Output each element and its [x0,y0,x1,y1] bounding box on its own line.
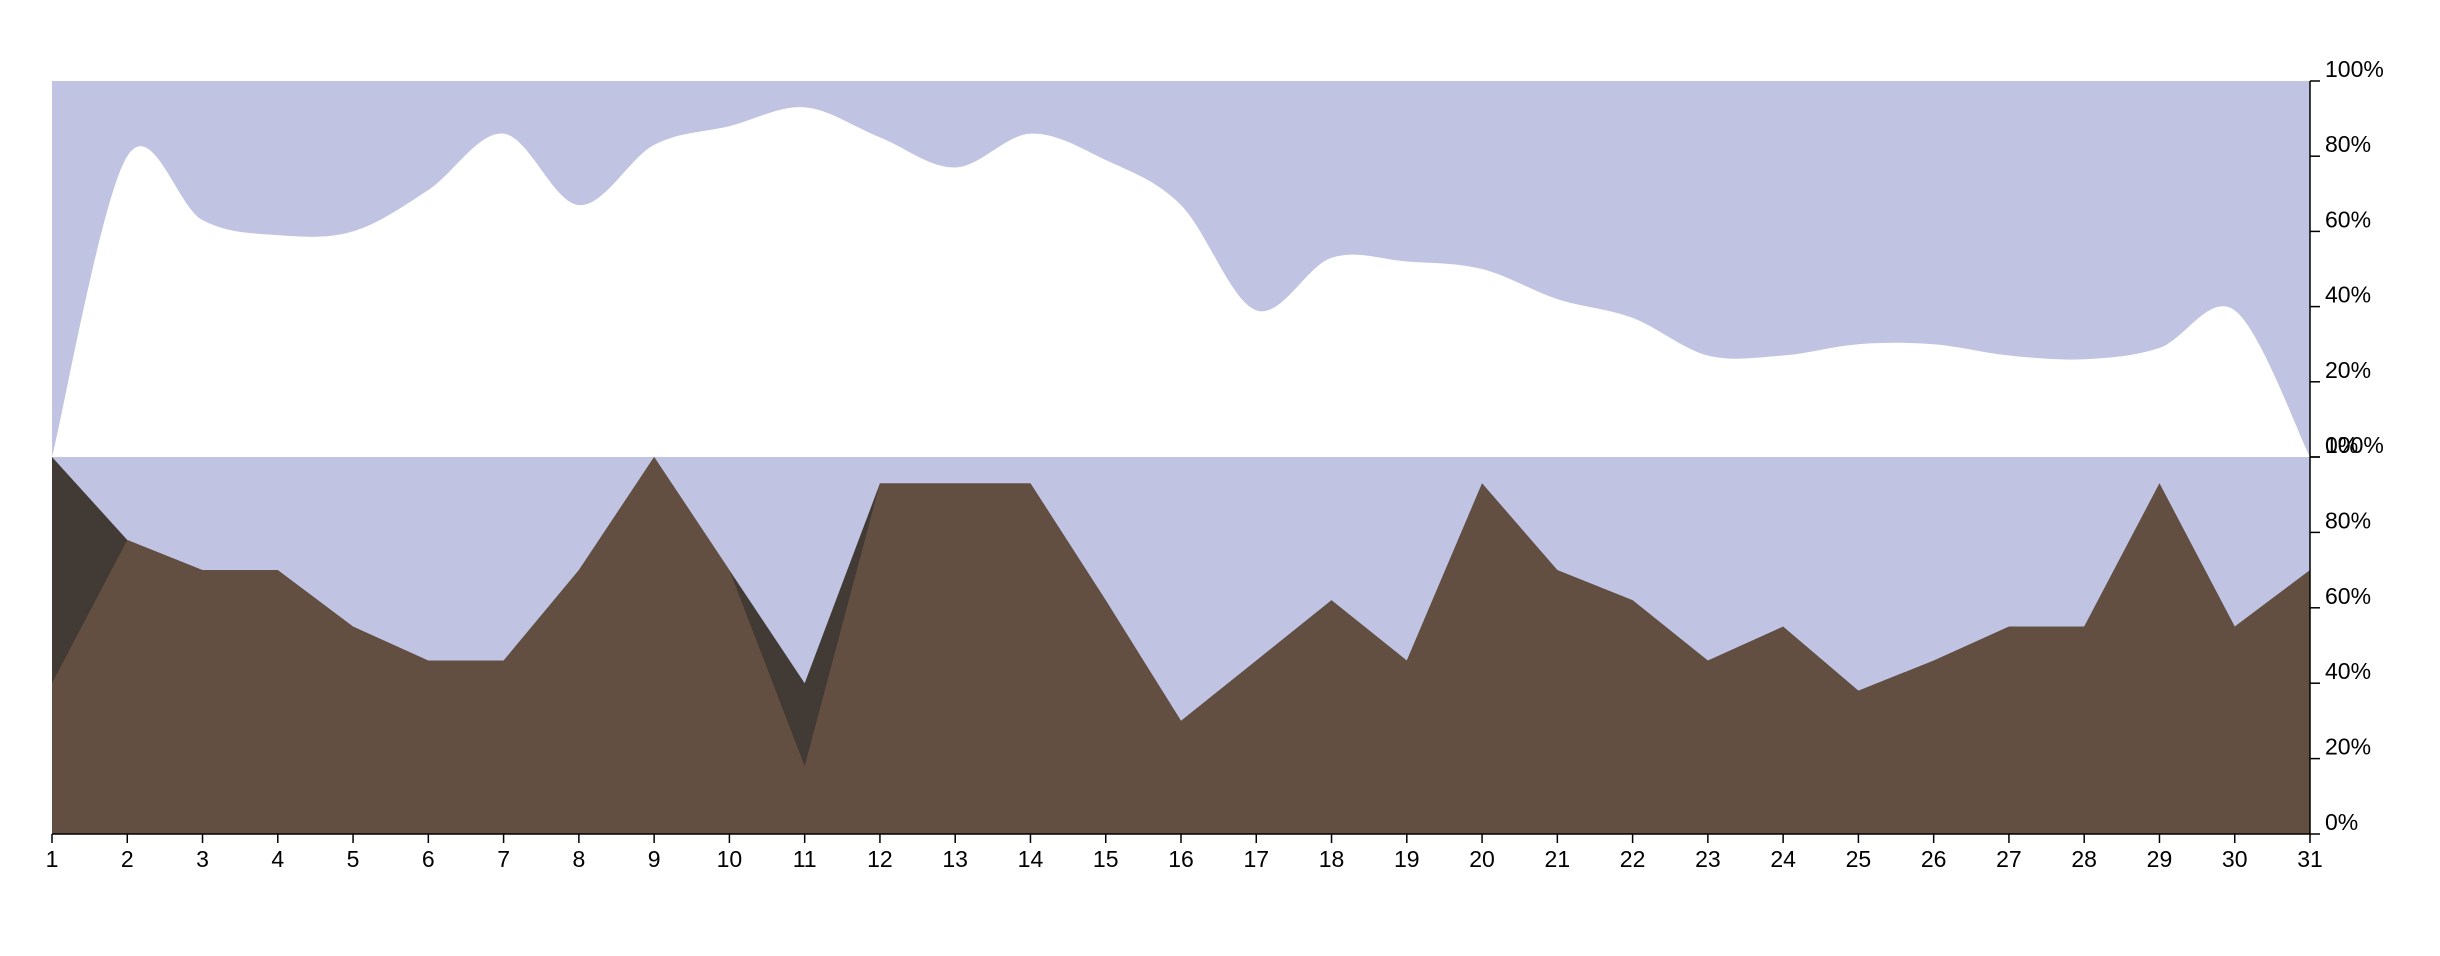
bottom-y-axis-tick-label: 20% [2325,734,2371,760]
top-y-axis-tick-label: 20% [2325,357,2371,383]
bottom-y-axis: 0% 20% 40% 60% 80% 100% [2309,432,2384,835]
top-y-axis: 0% 20% 40% 60% 80% 100% [2309,56,2384,458]
top-y-axis-tick-label: 40% [2325,282,2371,308]
x-axis-tick-label: 17 [1243,846,1269,872]
x-axis-tick-label: 11 [793,846,817,872]
x-axis-tick-label: 20 [1469,846,1495,872]
x-axis-tick-label: 19 [1394,846,1420,872]
x-axis-tick-label: 13 [942,846,968,872]
x-axis-tick-label: 3 [196,846,209,872]
x-axis-tick-label: 31 [2297,846,2323,872]
top-y-axis-tick-label: 100% [2325,56,2384,82]
bottom-series-group [52,457,2310,834]
x-axis-tick-label: 15 [1093,846,1119,872]
bottom-y-axis-tick-label: 0% [2325,809,2358,835]
x-axis-tick-label: 9 [648,846,661,872]
x-axis-tick-label: 26 [1921,846,1947,872]
x-axis-tick-label: 6 [422,846,435,872]
x-axis-tick-label: 2 [121,846,134,872]
top-y-axis-tick-label: 0% [2325,432,2358,458]
bottom-y-axis-tick-label: 80% [2325,507,2371,533]
x-axis: 1 2 3 4 5 6 7 8 9 10 11 12 13 14 15 16 17 18 19 20 21 22 23 24 2… [46,833,2323,872]
x-axis-tick-label: 24 [1770,846,1796,872]
x-axis-tick-label: 27 [1996,846,2022,872]
x-axis-tick-label: 1 [46,846,59,872]
bottom-y-axis-tick-label: 100% [2325,432,2384,458]
bottom-y-axis-tick-label: 60% [2325,583,2371,609]
top-y-axis-tick-label: 80% [2325,131,2371,157]
x-axis-tick-label: 23 [1695,846,1721,872]
x-axis-tick-label: 12 [867,846,893,872]
x-axis-tick-label: 28 [2071,846,2097,872]
top-y-axis-tick-label: 60% [2325,206,2371,232]
x-axis-tick-label: 18 [1319,846,1345,872]
x-axis-tick-label: 7 [497,846,510,872]
x-axis-tick-label: 22 [1620,846,1646,872]
x-axis-tick-label: 5 [347,846,360,872]
x-axis-tick-label: 16 [1168,846,1194,872]
top-area-chart: 0% 20% 40% 60% 80% 100% [52,56,2384,458]
x-axis-tick-label: 30 [2222,846,2248,872]
x-axis-tick-label: 21 [1545,846,1571,872]
x-axis-tick-label: 4 [271,846,284,872]
bottom-series-2 [52,457,2310,834]
x-axis-tick-label: 29 [2147,846,2173,872]
top-area-series [52,107,2310,458]
bottom-area-chart: 0% 20% 40% 60% 80% 100% [52,432,2384,835]
x-axis-tick-label: 25 [1846,846,1872,872]
x-axis-tick-label: 8 [572,846,585,872]
x-axis-tick-label: 14 [1018,846,1044,872]
bottom-y-axis-tick-label: 40% [2325,658,2371,684]
x-axis-tick-label: 10 [717,846,743,872]
